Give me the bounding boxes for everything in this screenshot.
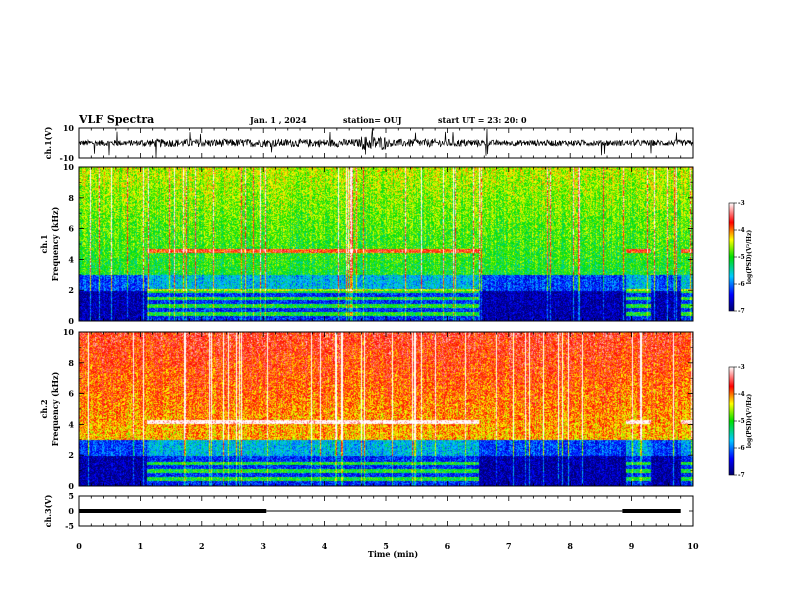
spec1-ytick-label: 2 xyxy=(68,285,74,295)
x-axis-label: Time (min) xyxy=(368,549,418,559)
xtick-label: 8 xyxy=(567,541,573,551)
wave-ytick-bottom: -10 xyxy=(60,153,75,163)
colorbar-ch1-tick-label: -5 xyxy=(738,254,745,261)
colorbar-ch2-label: log(PSD)(V²/Hz) xyxy=(746,394,753,449)
colorbar-ch2-tick-label: -3 xyxy=(738,364,745,371)
xtick-label: 0 xyxy=(76,541,82,551)
xtick-label: 4 xyxy=(322,541,328,551)
colorbar-ch2-tick-label: -5 xyxy=(738,418,745,425)
spec2-ylabel-frequency: Frequency (kHz) xyxy=(50,371,60,446)
spec1-ylabel-frequency: Frequency (kHz) xyxy=(50,206,60,281)
spec2-ytick-label: 10 xyxy=(63,327,75,337)
xtick-label: 1 xyxy=(138,541,144,551)
spec2-ytick-label: 0 xyxy=(68,481,74,491)
colorbar-ch1-tick-label: -6 xyxy=(738,281,745,288)
xtick-label: 10 xyxy=(687,541,699,551)
spec2-ytick-label: 6 xyxy=(68,389,74,399)
waveform-trace xyxy=(79,128,693,158)
spec2-ytick-label: 2 xyxy=(68,450,74,460)
xtick-label: 6 xyxy=(445,541,451,551)
colorbar-ch2: -3 -4 -5 -6 -7 log(PSD)(V²/Hz) xyxy=(728,364,753,479)
spec2-ytick-label: 8 xyxy=(68,358,74,368)
spec1-ylabel-channel: ch.1 xyxy=(39,234,49,253)
spec1-ytick-label: 10 xyxy=(63,162,75,172)
xtick-label: 7 xyxy=(506,541,512,551)
figure-title: VLF Spectra xyxy=(78,113,154,126)
colorbar-ch1-tick-label: -3 xyxy=(738,200,745,207)
colorbar-ch1-tick-label: -7 xyxy=(738,308,745,315)
colorbar-ch2-tick-label: -4 xyxy=(738,391,745,398)
ch3-panel: 5 0 -5 ch.3(V) 0 1 2 3 4 5 6 7 8 9 10 Time (min) xyxy=(43,491,699,559)
ch3-ytick-mid: 0 xyxy=(68,506,74,516)
spec1-ytick-label: 0 xyxy=(68,316,74,326)
wave-ylabel: ch.1(V) xyxy=(43,126,53,159)
start-time-label: start UT = 23: 20: 0 xyxy=(438,115,527,125)
spec1-ytick-label: 4 xyxy=(68,254,74,264)
colorbar-ch2-tick-label: -7 xyxy=(738,472,745,479)
ch3-ylabel: ch.3(V) xyxy=(43,494,53,527)
station-label: station= OUJ xyxy=(343,115,402,125)
spec2-ytick-label: 4 xyxy=(68,419,74,429)
xtick-label: 2 xyxy=(199,541,205,551)
colorbar-ch2-tick-label: -6 xyxy=(738,445,745,452)
spec1-ytick-label: 8 xyxy=(68,193,74,203)
spectrogram-ch2-panel: 0 2 4 6 8 10 ch.2 Frequency (kHz) xyxy=(39,327,694,491)
colorbar-ch1-tick-label: -4 xyxy=(738,227,745,234)
spectrogram-ch1-panel: 0 2 4 6 8 10 ch.1 Frequency (kHz) xyxy=(39,162,694,326)
xtick-label: 9 xyxy=(629,541,635,551)
colorbar-ch1: -3 -4 -5 -6 -7 log(PSD)(V²/Hz) xyxy=(728,200,753,315)
waveform-panel: 10 -10 ch.1(V) xyxy=(43,123,694,163)
spectrogram-ch2-image xyxy=(79,332,693,486)
spec1-ytick-label: 6 xyxy=(68,224,74,234)
ch3-ytick-bottom: -5 xyxy=(65,521,74,531)
colorbar-ch1-label: log(PSD)(V²/Hz) xyxy=(746,230,753,285)
ch3-ytick-top: 5 xyxy=(68,491,74,501)
xtick-label: 3 xyxy=(260,541,266,551)
spectrogram-ch1-image xyxy=(79,167,693,321)
date-label: Jan. 1 , 2024 xyxy=(249,115,307,125)
spec2-ylabel-channel: ch.2 xyxy=(39,399,49,418)
wave-ytick-top: 10 xyxy=(63,123,75,133)
xtick-label: 5 xyxy=(383,541,389,551)
